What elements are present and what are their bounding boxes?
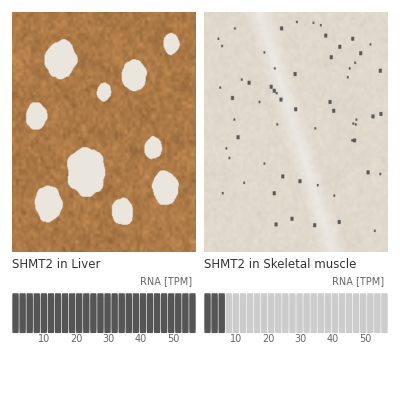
- FancyBboxPatch shape: [168, 293, 174, 333]
- FancyBboxPatch shape: [147, 293, 153, 333]
- FancyBboxPatch shape: [240, 293, 246, 333]
- FancyBboxPatch shape: [261, 293, 268, 333]
- FancyBboxPatch shape: [275, 293, 282, 333]
- FancyBboxPatch shape: [104, 293, 111, 333]
- FancyBboxPatch shape: [254, 293, 260, 333]
- Text: 20: 20: [70, 334, 83, 344]
- FancyBboxPatch shape: [247, 293, 253, 333]
- FancyBboxPatch shape: [83, 293, 90, 333]
- FancyBboxPatch shape: [26, 293, 33, 333]
- FancyBboxPatch shape: [118, 293, 125, 333]
- FancyBboxPatch shape: [268, 293, 274, 333]
- Text: RNA [TPM]: RNA [TPM]: [332, 276, 384, 286]
- FancyBboxPatch shape: [289, 293, 296, 333]
- FancyBboxPatch shape: [339, 293, 345, 333]
- FancyBboxPatch shape: [126, 293, 132, 333]
- Text: SHMT2 in Skeletal muscle: SHMT2 in Skeletal muscle: [204, 258, 356, 271]
- FancyBboxPatch shape: [204, 293, 211, 333]
- FancyBboxPatch shape: [381, 293, 388, 333]
- Text: 10: 10: [230, 334, 242, 344]
- FancyBboxPatch shape: [62, 293, 68, 333]
- Text: 50: 50: [167, 334, 180, 344]
- FancyBboxPatch shape: [282, 293, 289, 333]
- FancyBboxPatch shape: [353, 293, 360, 333]
- FancyBboxPatch shape: [182, 293, 189, 333]
- Text: 50: 50: [359, 334, 372, 344]
- FancyBboxPatch shape: [367, 293, 374, 333]
- Text: SHMT2 in Liver: SHMT2 in Liver: [12, 258, 100, 271]
- FancyBboxPatch shape: [324, 293, 331, 333]
- FancyBboxPatch shape: [161, 293, 168, 333]
- FancyBboxPatch shape: [189, 293, 196, 333]
- Text: RNA [TPM]: RNA [TPM]: [140, 276, 192, 286]
- FancyBboxPatch shape: [97, 293, 104, 333]
- FancyBboxPatch shape: [296, 293, 303, 333]
- FancyBboxPatch shape: [154, 293, 160, 333]
- FancyBboxPatch shape: [232, 293, 239, 333]
- FancyBboxPatch shape: [40, 293, 47, 333]
- FancyBboxPatch shape: [346, 293, 352, 333]
- FancyBboxPatch shape: [218, 293, 225, 333]
- FancyBboxPatch shape: [48, 293, 54, 333]
- FancyBboxPatch shape: [318, 293, 324, 333]
- FancyBboxPatch shape: [19, 293, 26, 333]
- Text: 20: 20: [262, 334, 275, 344]
- FancyBboxPatch shape: [374, 293, 381, 333]
- FancyBboxPatch shape: [360, 293, 366, 333]
- FancyBboxPatch shape: [175, 293, 182, 333]
- Text: 30: 30: [103, 334, 115, 344]
- FancyBboxPatch shape: [211, 293, 218, 333]
- Text: 10: 10: [38, 334, 50, 344]
- Text: 40: 40: [135, 334, 147, 344]
- FancyBboxPatch shape: [55, 293, 61, 333]
- Text: 40: 40: [327, 334, 339, 344]
- FancyBboxPatch shape: [132, 293, 139, 333]
- FancyBboxPatch shape: [69, 293, 76, 333]
- FancyBboxPatch shape: [76, 293, 82, 333]
- FancyBboxPatch shape: [90, 293, 97, 333]
- FancyBboxPatch shape: [111, 293, 118, 333]
- FancyBboxPatch shape: [140, 293, 146, 333]
- FancyBboxPatch shape: [226, 293, 232, 333]
- Text: 30: 30: [295, 334, 307, 344]
- FancyBboxPatch shape: [310, 293, 317, 333]
- FancyBboxPatch shape: [303, 293, 310, 333]
- FancyBboxPatch shape: [332, 293, 338, 333]
- FancyBboxPatch shape: [34, 293, 40, 333]
- FancyBboxPatch shape: [12, 293, 19, 333]
